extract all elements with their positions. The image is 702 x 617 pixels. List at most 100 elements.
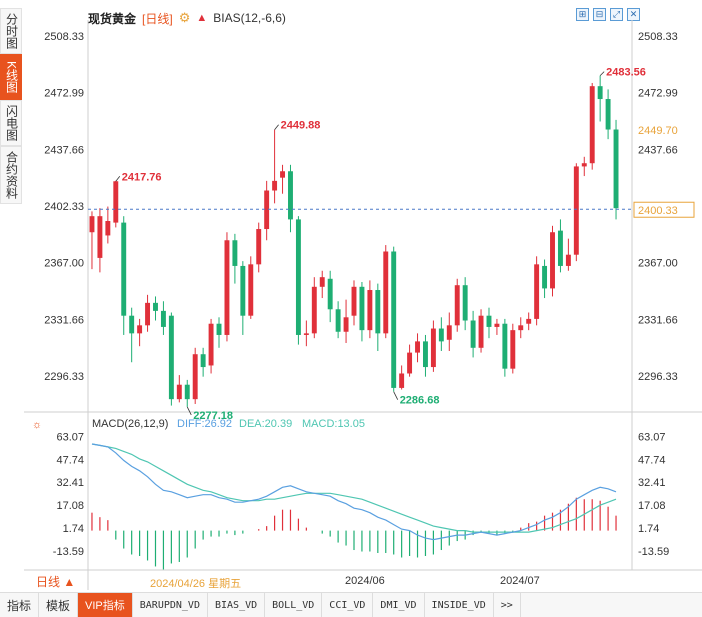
zoom-out-icon[interactable]: ⊟ [593,8,606,21]
candle-body [256,229,262,265]
candle-body [565,254,571,266]
candle-body [367,290,373,331]
candle-body [280,171,285,178]
price-tick-left: 2508.33 [44,31,84,43]
zoom-in-icon[interactable]: ⊞ [576,8,589,21]
candle-body [121,222,127,316]
candle-body [160,310,166,327]
tab-inside[interactable]: INSIDE_VD [425,593,494,617]
current-price-label: 2449.70 [638,125,678,137]
candlestick-chart[interactable]: ☼ 2508.33 2508.33 2472.99 2472.99 2437.66 2437… [0,0,702,592]
macd-value-label: MACD:13.05 [302,418,365,430]
price-tick-right: 2296.33 [638,371,678,383]
candle-body [597,86,603,100]
candle-body [510,330,516,369]
candle-body [534,264,540,319]
macd-tick-right: -13.59 [638,546,669,558]
price-tick-left: 2402.33 [44,201,84,213]
macd-tick-left: 17.08 [56,500,84,512]
price-annotation-low-2-leader [393,391,399,400]
candle-body [145,302,151,326]
price-tick-left: 2367.00 [44,258,84,270]
tab-dmi[interactable]: DMI_VD [373,593,425,617]
candle-body [168,315,174,400]
candle-body [478,315,484,348]
price-tick-left: 2437.66 [44,144,84,156]
candle-body [470,320,476,348]
candle-body [200,354,206,368]
date-label-selected: 2024/04/26 星期五 [150,578,242,590]
tab-bias[interactable]: BIAS_VD [208,593,266,617]
macd-tick-right: 1.74 [638,523,659,535]
price-annotation-high-3-leader [599,71,605,76]
candle-body [454,285,460,326]
side-tab-timeshare[interactable]: 分时图 [0,8,22,54]
candle-body [573,166,579,255]
macd-diff-line [91,443,617,541]
macd-tick-left: 63.07 [56,431,84,443]
macd-tick-right: 47.74 [638,454,666,466]
macd-tick-right: 32.41 [638,477,666,489]
macd-tick-right: 17.08 [638,500,666,512]
candle-body [391,251,397,388]
up-arrow-icon[interactable]: ▲ [196,12,208,24]
price-annotation-low-1-leader [186,406,192,416]
candle-body [184,384,190,400]
candle-body [494,323,500,327]
price-annotation-high-1-leader [115,176,121,182]
price-tick-right: 2331.66 [638,314,678,326]
tab-barupdn[interactable]: BARUPDN_VD [133,593,208,617]
candle-body [343,317,349,332]
candle-body [303,333,309,335]
candle-body [335,309,341,332]
tab-template[interactable]: 模板 [39,593,79,617]
candle-body [232,240,238,266]
tab-boll[interactable]: BOLL_VD [265,593,323,617]
candle-body [137,325,143,334]
side-tab-kline[interactable]: K线图 [0,54,22,100]
candle-body [240,265,246,316]
candle-body [89,216,95,233]
price-tick-left: 2331.66 [44,314,84,326]
candle-body [311,286,317,334]
close-icon[interactable]: ✕ [627,8,640,21]
last-price-label: 2400.33 [638,205,678,217]
candle-body [407,352,413,374]
tab-cci[interactable]: CCI_VD [322,593,374,617]
gear-icon[interactable]: ⚙ [178,10,191,25]
price-tick-right: 2367.00 [638,258,678,270]
candle-body [383,251,389,334]
side-tab-flash[interactable]: 闪电图 [0,100,22,146]
price-tick-right: 2472.99 [638,88,678,100]
macd-dea-label: DEA:20.39 [239,418,292,430]
candle-body [415,341,420,353]
fullscreen-icon[interactable]: ⤢ [610,8,623,21]
price-annotation-high-2: 2449.88 [281,120,321,132]
candle-body [224,240,230,335]
candle-body [113,181,119,223]
period-selector[interactable]: [日线] [142,11,173,26]
date-label-july: 2024/07 [500,575,540,587]
candle-body [375,290,381,334]
candle-body [216,323,222,335]
tab-vip-indicator[interactable]: VIP指标 [78,593,133,617]
candle-body [446,325,452,340]
candle-body [359,286,365,331]
price-tick-right: 2437.66 [638,144,678,156]
price-annotation-high-3: 2483.56 [606,67,646,79]
indicator-label[interactable]: BIAS(12,-6,6) [213,11,286,25]
candle-body [248,264,254,316]
chart-header: 现货黄金 [日线] ⚙ ▲ BIAS(12,-6,6) [88,8,286,28]
macd-title: MACD(26,12,9) [92,418,168,430]
tab-indicator[interactable]: 指标 [0,593,40,617]
candle-body [581,163,587,167]
candle-body [105,221,111,236]
side-tab-contract-info[interactable]: 合约资料 [0,146,22,204]
tab-more[interactable]: >> [494,593,521,617]
period-button[interactable]: 日线 ▲ [36,575,76,589]
candle-body [129,315,135,334]
candle-body [288,171,293,220]
price-tick-left: 2472.99 [44,88,84,100]
sun-icon: ☼ [32,419,42,431]
